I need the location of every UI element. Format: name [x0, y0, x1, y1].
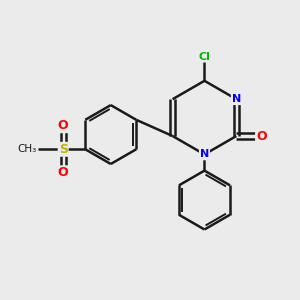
Text: S: S — [59, 143, 68, 156]
Text: N: N — [200, 149, 209, 159]
Text: O: O — [58, 166, 68, 179]
Text: O: O — [58, 119, 68, 132]
Text: N: N — [232, 94, 241, 104]
Text: Cl: Cl — [199, 52, 210, 62]
Text: O: O — [256, 130, 267, 142]
Text: CH₃: CH₃ — [17, 144, 37, 154]
